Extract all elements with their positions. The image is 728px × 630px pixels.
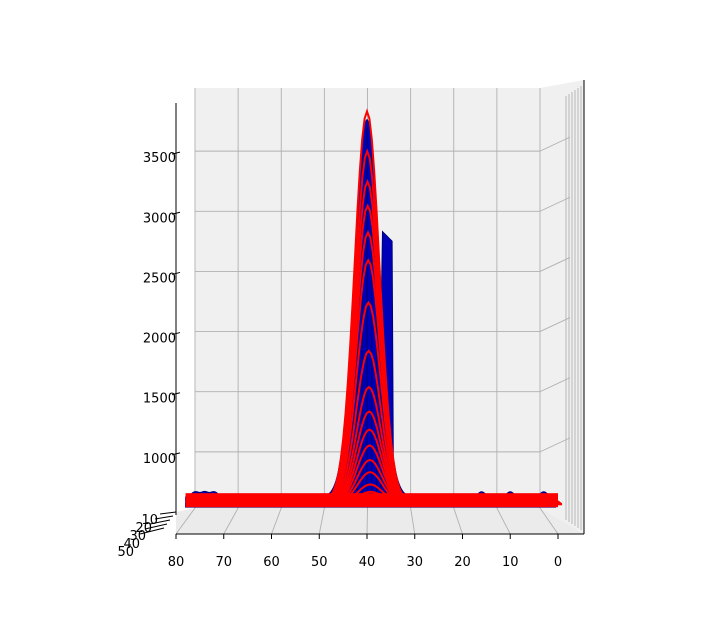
z-tick-label: 2000 xyxy=(143,332,176,347)
x-tick-label: 20 xyxy=(454,555,471,570)
floor-gridline xyxy=(223,507,239,535)
depth-tick-mark xyxy=(144,523,168,530)
z-tick-label: 3000 xyxy=(143,211,176,226)
floor-gridline xyxy=(271,507,282,535)
tick-labels: 80 70 60 50 40 30 20 10 010001500200025003000350… xyxy=(117,151,562,570)
floor-pane xyxy=(176,508,584,534)
axes-group xyxy=(175,80,585,535)
x-tick-label: 70 xyxy=(215,555,232,570)
fit-baseline-band xyxy=(185,493,559,508)
x-tick-label: 0 xyxy=(554,555,562,570)
z-tick-label: 2500 xyxy=(143,271,176,286)
side-pane xyxy=(540,80,584,534)
z-tick-label: 1000 xyxy=(143,452,176,467)
depth-tick-mark xyxy=(159,511,177,515)
z-tick-mark xyxy=(171,392,181,396)
depth-tick-mark xyxy=(154,515,174,520)
z-tick-mark xyxy=(171,271,181,275)
side-gridline xyxy=(539,437,571,453)
x-tick-label: 10 xyxy=(502,555,519,570)
x-tick-label: 80 xyxy=(168,555,185,570)
x-tick-label: 40 xyxy=(359,555,376,570)
x-tick-label: 50 xyxy=(311,555,328,570)
z-tick-mark xyxy=(171,332,181,336)
depth-tick-label: 10 xyxy=(141,513,158,528)
depth-tick-mark xyxy=(149,519,171,525)
floor-gridline xyxy=(366,507,368,535)
floor-gridline xyxy=(175,507,196,535)
z-tick-mark xyxy=(171,452,181,456)
side-gridline xyxy=(539,196,571,212)
x-tick-label: 30 xyxy=(406,555,423,570)
side-gridline xyxy=(539,257,571,272)
side-gridline xyxy=(539,317,571,332)
z-tick-mark xyxy=(171,211,181,215)
floor-gridline xyxy=(318,507,325,535)
x-tick-label: 60 xyxy=(263,555,280,570)
z-tick-mark xyxy=(171,151,181,155)
floor-gridline xyxy=(496,507,511,535)
fit-curves xyxy=(185,108,563,508)
depth-tick-mark xyxy=(139,527,165,535)
side-gridline xyxy=(539,136,571,152)
floor-gridline xyxy=(410,507,416,535)
z-tick-label: 1500 xyxy=(143,392,176,407)
depth-tick-label: 50 xyxy=(117,545,134,560)
depth-tick-label: 30 xyxy=(129,529,146,544)
floor-gridline xyxy=(539,507,559,535)
z-tick-label: 3500 xyxy=(143,151,176,166)
floor-gridline xyxy=(453,507,463,535)
side-gridline xyxy=(539,377,571,393)
depth-tick-label: 40 xyxy=(123,537,140,552)
